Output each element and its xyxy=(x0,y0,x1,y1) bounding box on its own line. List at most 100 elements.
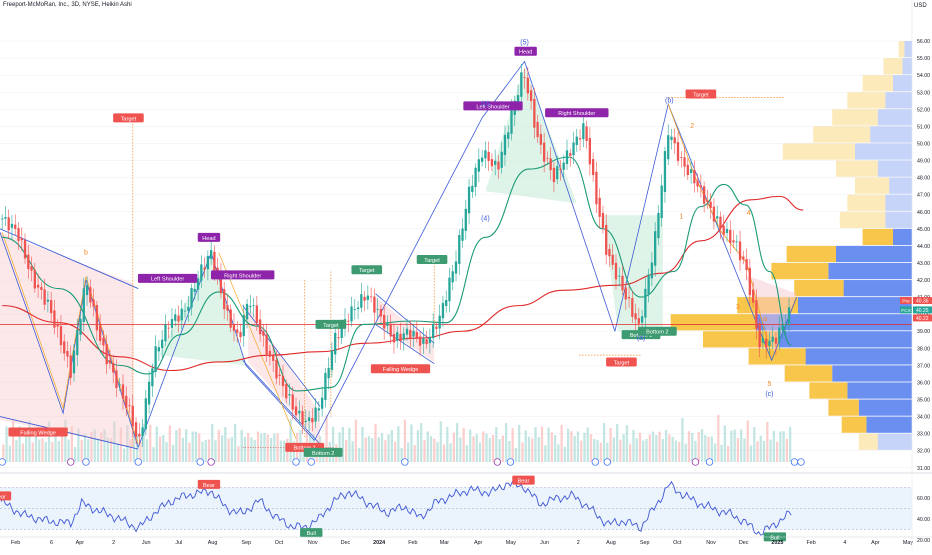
price-axis-tick: 52.00 xyxy=(917,107,930,113)
candle-body xyxy=(376,308,379,310)
volume-bar xyxy=(217,429,220,462)
volume-bar xyxy=(521,442,524,462)
candle-body xyxy=(112,362,115,373)
volume-bar xyxy=(416,430,420,462)
volume-bar xyxy=(596,439,599,462)
candle-body xyxy=(229,309,232,328)
event-marker-icon xyxy=(797,458,805,466)
candle-body xyxy=(288,394,291,396)
price-value-bg xyxy=(913,306,932,314)
candle-body xyxy=(719,216,722,229)
volume-bar xyxy=(736,437,740,462)
price-value: 40.25 xyxy=(916,308,929,314)
volume-bar xyxy=(619,439,622,462)
event-marker-icon xyxy=(591,458,599,466)
candle-body xyxy=(582,123,585,140)
currency-label: USD xyxy=(914,3,927,9)
time-axis-tick: Nov xyxy=(706,540,716,546)
candle-body xyxy=(670,136,673,140)
volume-bar xyxy=(449,443,452,462)
candle-body xyxy=(611,254,614,265)
volume-profile-bar-down xyxy=(748,348,806,365)
wedge-lower-line xyxy=(0,416,139,450)
candle-body xyxy=(177,315,180,322)
event-marker-icon xyxy=(292,458,300,466)
pattern-label: Right Shoulder xyxy=(210,270,275,280)
wedge-2-upper xyxy=(242,305,321,407)
candle-body xyxy=(631,298,634,317)
volume-bar xyxy=(47,421,51,462)
candle-body xyxy=(226,305,229,311)
candle-body xyxy=(507,132,510,139)
volume-bar xyxy=(354,419,358,462)
volume-bar xyxy=(645,438,648,462)
volume-bar xyxy=(642,440,645,462)
candle-body xyxy=(765,338,768,348)
price-axis-tick: 55.00 xyxy=(917,56,930,62)
candle-body xyxy=(774,337,778,344)
volume-bar xyxy=(583,432,586,462)
event-marker-icon xyxy=(506,458,515,466)
pattern-label-bg xyxy=(637,326,677,336)
volume-bar xyxy=(276,433,279,462)
volume-bar xyxy=(220,435,224,462)
candle-body xyxy=(334,332,337,355)
volume-bar xyxy=(687,431,691,462)
volume-profile-bar-down xyxy=(809,382,848,399)
candle-body xyxy=(82,288,85,322)
event-marker-icon xyxy=(196,458,204,466)
volume-bar xyxy=(678,442,681,462)
volume-bar xyxy=(374,423,377,462)
candle-body xyxy=(147,381,151,405)
pattern-label-text: Head xyxy=(202,236,215,242)
candle-body xyxy=(680,157,683,158)
volume-bar xyxy=(74,447,77,462)
candle-body xyxy=(755,300,758,329)
volume-bar xyxy=(491,434,495,462)
time-axis-tick: Apr xyxy=(474,540,483,546)
volume-bar xyxy=(407,442,410,462)
volume-bar xyxy=(103,429,106,462)
volume-bar xyxy=(629,443,632,462)
candle-body xyxy=(138,433,141,437)
volume-bar xyxy=(230,437,234,462)
wave-label: 2 xyxy=(690,123,694,130)
volume-bar xyxy=(589,434,593,462)
candle-body xyxy=(115,370,118,388)
wave-label: 1 xyxy=(679,214,683,221)
candle-body xyxy=(53,310,56,328)
rsi-signal-label: Bear xyxy=(197,479,221,489)
candle-body xyxy=(614,262,618,280)
candle-body xyxy=(268,350,272,357)
volume-profile-bar-up xyxy=(805,348,912,365)
candle-body xyxy=(180,308,183,321)
volume-bar xyxy=(211,424,214,462)
pattern-label: Right Shoulder xyxy=(545,108,609,118)
volume-bar xyxy=(697,431,700,462)
time-axis-tick: Aug xyxy=(208,540,218,546)
candle-body xyxy=(696,180,699,187)
volume-profile-bar-down xyxy=(862,75,893,92)
candle-body xyxy=(516,95,520,104)
candle-body xyxy=(27,254,30,269)
pattern-label-text: Right Shoulder xyxy=(558,111,595,117)
candle-body xyxy=(307,417,311,422)
candle-body xyxy=(552,167,556,183)
time-axis-tick: 2 xyxy=(577,540,580,546)
volume-profile-bar-up xyxy=(893,228,912,246)
wedge-fill-3 xyxy=(375,297,435,362)
candle-body xyxy=(239,332,242,338)
orange-wave-line xyxy=(1,232,139,445)
candle-body xyxy=(601,213,605,228)
candle-body xyxy=(699,185,703,187)
candle-body xyxy=(363,296,366,301)
volume-bar xyxy=(41,438,44,462)
volume-bar xyxy=(743,438,746,462)
volume-bar xyxy=(371,438,374,462)
volume-profile-bar-up xyxy=(836,245,912,263)
candle-body xyxy=(650,262,654,279)
wedge-3-upper xyxy=(375,293,435,344)
candle-body xyxy=(500,151,503,168)
